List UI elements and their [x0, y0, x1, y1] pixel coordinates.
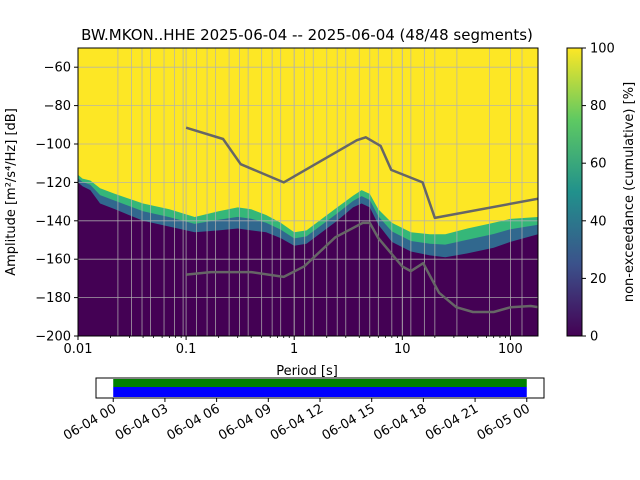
time-tick-label: 06-04 06	[164, 401, 222, 443]
y-tick-label: −160	[35, 253, 71, 268]
x-tick-label: 10	[394, 342, 411, 357]
time-tick-label: 06-05 00	[475, 401, 533, 443]
x-tick-label: 1	[290, 342, 298, 357]
time-tick-label: 06-04 09	[216, 401, 274, 443]
x-axis: 0.01 0.1 1 10 100	[64, 336, 523, 357]
x-tick-label: 100	[498, 342, 523, 357]
colorbar-tick-label: 0	[590, 330, 598, 345]
y-tick-label: −80	[44, 99, 71, 114]
x-axis-label: Period [s]	[276, 364, 338, 379]
plot-area	[78, 48, 538, 336]
data-coverage-bar	[113, 379, 527, 387]
colorbar-tick-label: 40	[590, 214, 607, 229]
grid-lines	[78, 48, 538, 336]
colorbar-tick-label: 60	[590, 157, 607, 172]
y-tick-label: −140	[35, 214, 71, 229]
colorbar-axis: 0 20 40 60 80 100	[582, 42, 615, 345]
colorbar	[567, 48, 582, 336]
plot-frame	[77, 47, 539, 337]
time-tick-label: 06-04 03	[113, 401, 171, 443]
colorbar-tick-label: 100	[590, 42, 615, 57]
colorbar-frame	[566, 47, 583, 337]
time-tick-label: 06-04 18	[371, 401, 429, 443]
y-tick-label: −60	[44, 61, 71, 76]
processed-coverage-bar	[113, 387, 527, 397]
time-tick-label: 06-04 12	[268, 401, 326, 443]
y-tick-label: −200	[35, 330, 71, 345]
time-tick-label: 06-04 15	[320, 401, 378, 443]
y-tick-label: −120	[35, 176, 71, 191]
colorbar-tick-label: 20	[590, 272, 607, 287]
nlnm-curve	[185, 221, 538, 314]
y-tick-label: −180	[35, 291, 71, 306]
colorbar-label: non-exceedance (cumulative) [%]	[622, 82, 637, 302]
chart-title: BW.MKON..HHE 2025-06-04 -- 2025-06-04 (4…	[81, 26, 533, 44]
x-tick-label: 0.1	[176, 342, 197, 357]
y-axis-label: Amplitude [m²/s⁴/Hz] [dB]	[4, 108, 19, 276]
colorbar-tick-label: 80	[590, 99, 607, 114]
time-tick-label: 06-04 21	[423, 401, 481, 443]
x-tick-label: 0.01	[64, 342, 93, 357]
time-tick-label: 06-04 00	[61, 401, 119, 443]
y-axis: −60 −80 −100 −120 −140 −160 −180 −200	[35, 61, 78, 345]
y-tick-label: −100	[35, 138, 71, 153]
nhnm-curve	[185, 126, 538, 220]
